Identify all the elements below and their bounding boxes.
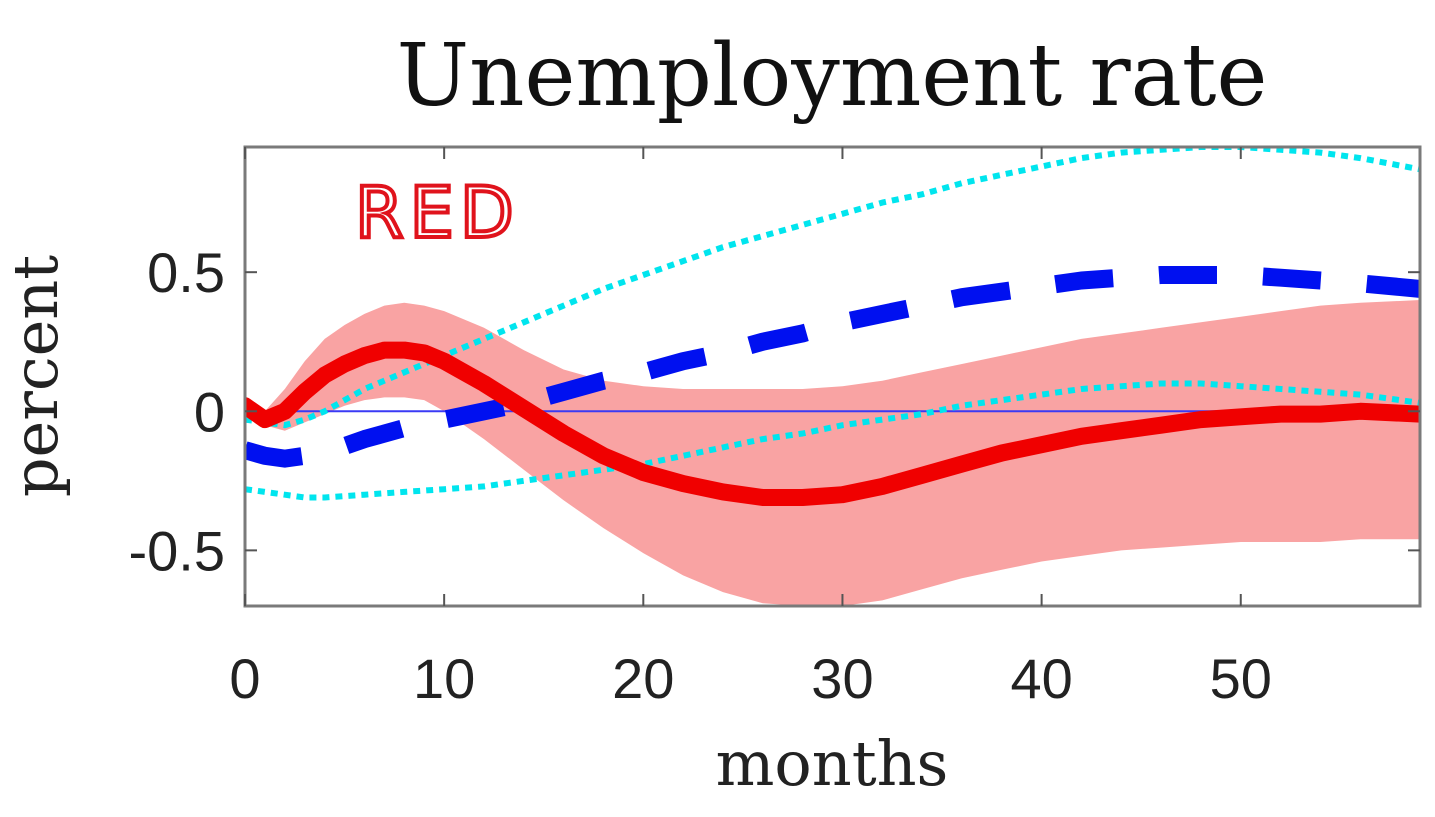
plot-area xyxy=(245,147,1420,606)
x-tick-label: 20 xyxy=(612,647,674,710)
plot-frame xyxy=(243,145,1422,608)
y-tick-label: 0.5 xyxy=(147,241,225,304)
series-blue-dashed xyxy=(245,266,1420,468)
series-red-solid xyxy=(245,341,1420,506)
y-axis-label: percent xyxy=(0,255,72,497)
series-upper-bound-dotted xyxy=(245,147,1420,429)
handwritten-annotation: RED xyxy=(355,172,520,254)
series-layer xyxy=(245,147,1420,506)
chart-title: Unemployment rate xyxy=(397,26,1268,126)
x-tick-label: 50 xyxy=(1210,647,1272,710)
y-tick-label: 0 xyxy=(194,380,225,443)
x-axis-label: months xyxy=(716,727,949,800)
y-tick-label: -0.5 xyxy=(129,519,226,582)
x-tick-label: 10 xyxy=(413,647,475,710)
tick-layer: 0 10 20 30 40 50 -0.5 0 0.5 xyxy=(129,147,1420,710)
x-tick-label: 30 xyxy=(811,647,873,710)
x-tick-label: 0 xyxy=(229,647,260,710)
x-tick-label: 40 xyxy=(1010,647,1072,710)
confidence-band xyxy=(245,300,1420,606)
